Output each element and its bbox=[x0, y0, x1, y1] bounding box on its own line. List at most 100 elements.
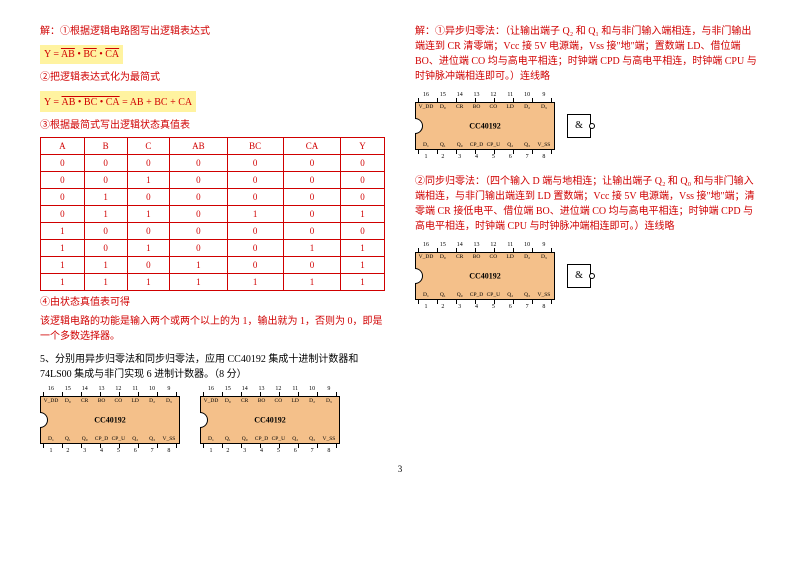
pin-label: CR bbox=[77, 398, 93, 404]
pin-num: 6 bbox=[502, 304, 518, 310]
sol-step4: ④由状态真值表可得 bbox=[40, 295, 385, 310]
table-cell: 1 bbox=[341, 206, 385, 223]
pin-label: V_DD bbox=[418, 254, 434, 260]
pin-label: Q₁ bbox=[220, 436, 236, 442]
pin-num: 2 bbox=[435, 154, 451, 160]
table-cell: 1 bbox=[127, 172, 170, 189]
pin-label: CP_D bbox=[469, 142, 485, 148]
pin-num: 8 bbox=[536, 154, 552, 160]
table-cell: 0 bbox=[341, 223, 385, 240]
pin-num: 2 bbox=[435, 304, 451, 310]
pin-num: 16 bbox=[418, 242, 434, 248]
table-cell: 0 bbox=[227, 155, 283, 172]
question-5: 5、分别用异步归零法和同步归零法，应用 CC40192 集成十进制计数器和 74… bbox=[40, 352, 385, 382]
pin-label: Q₂ bbox=[287, 436, 303, 442]
table-cell: 1 bbox=[227, 274, 283, 291]
table-cell: 1 bbox=[84, 257, 127, 274]
pin-label: BO bbox=[94, 398, 110, 404]
chip-cc40192: 161514131211109CC40192V_DDD₀CRBOCOLDD₂D₃… bbox=[415, 242, 555, 310]
table-cell: 0 bbox=[227, 189, 283, 206]
pin-label: V_SS bbox=[321, 436, 337, 442]
table-cell: 1 bbox=[170, 257, 227, 274]
table-cell: 0 bbox=[170, 206, 227, 223]
table-cell: 1 bbox=[283, 274, 340, 291]
pin-label: D₂ bbox=[519, 254, 535, 260]
pin-num: 1 bbox=[203, 448, 219, 454]
pin-label: D₀ bbox=[435, 104, 451, 110]
table-cell: 1 bbox=[41, 257, 85, 274]
table-cell: 0 bbox=[283, 189, 340, 206]
table-cell: 0 bbox=[127, 189, 170, 206]
pin-label: D₂ bbox=[304, 398, 320, 404]
table-cell: 1 bbox=[341, 274, 385, 291]
pin-label: CP_D bbox=[254, 436, 270, 442]
pin-num: 6 bbox=[502, 154, 518, 160]
pin-num: 6 bbox=[127, 448, 143, 454]
pin-num: 13 bbox=[469, 242, 485, 248]
chip-name-label: CC40192 bbox=[254, 416, 286, 425]
table-cell: 0 bbox=[227, 172, 283, 189]
pin-num: 13 bbox=[254, 386, 270, 392]
pin-num: 3 bbox=[77, 448, 93, 454]
pin-label: LD bbox=[287, 398, 303, 404]
table-cell: 0 bbox=[283, 155, 340, 172]
left-column: 解：①根据逻辑电路图写出逻辑表达式 Y = AB • BC • CA ②把逻辑表… bbox=[40, 20, 385, 454]
table-cell: 0 bbox=[84, 172, 127, 189]
pin-label: Q₀ bbox=[452, 142, 468, 148]
pin-label: LD bbox=[127, 398, 143, 404]
table-cell: 1 bbox=[127, 274, 170, 291]
pin-num: 8 bbox=[536, 304, 552, 310]
pin-num: 13 bbox=[94, 386, 110, 392]
right-column: 解：①异步归零法：（让输出端子 Q₂ 和 Q₁ 和与非门输入端相连，与非门输出端… bbox=[415, 20, 760, 454]
pin-label: V_DD bbox=[203, 398, 219, 404]
pin-num: 14 bbox=[452, 92, 468, 98]
pin-num: 6 bbox=[287, 448, 303, 454]
pin-label: CP_D bbox=[469, 292, 485, 298]
pin-num: 14 bbox=[77, 386, 93, 392]
table-cell: 1 bbox=[341, 240, 385, 257]
table-header-cell: CA bbox=[283, 138, 340, 155]
pin-label: V_SS bbox=[536, 142, 552, 148]
pin-num: 3 bbox=[237, 448, 253, 454]
pin-label: Q₁ bbox=[435, 142, 451, 148]
pin-label: CO bbox=[110, 398, 126, 404]
table-row: 0010000 bbox=[41, 172, 385, 189]
pin-num: 11 bbox=[502, 242, 518, 248]
table-cell: 0 bbox=[170, 223, 227, 240]
chip-with-gate-1: 161514131211109CC40192V_DDD₀CRBOCOLDD₂D₃… bbox=[415, 92, 760, 160]
table-cell: 0 bbox=[341, 189, 385, 206]
pin-label: Q₃ bbox=[144, 436, 160, 442]
table-cell: 0 bbox=[127, 257, 170, 274]
table-cell: 0 bbox=[283, 257, 340, 274]
chip-with-gate-2: 161514131211109CC40192V_DDD₀CRBOCOLDD₂D₃… bbox=[415, 242, 760, 310]
pin-label: D₁ bbox=[203, 436, 219, 442]
table-cell: 1 bbox=[84, 206, 127, 223]
pin-num: 4 bbox=[94, 448, 110, 454]
pin-label: D₂ bbox=[519, 104, 535, 110]
table-cell: 0 bbox=[41, 172, 85, 189]
pin-label: BO bbox=[254, 398, 270, 404]
pin-label: D₁ bbox=[43, 436, 59, 442]
sol-step3: ③根据最简式写出逻辑状态真值表 bbox=[40, 118, 385, 133]
pin-label: BO bbox=[469, 254, 485, 260]
pin-label: D₀ bbox=[220, 398, 236, 404]
pin-label: D₁ bbox=[418, 142, 434, 148]
table-header-cell: A bbox=[41, 138, 85, 155]
pin-label: CR bbox=[452, 104, 468, 110]
pin-num: 9 bbox=[536, 242, 552, 248]
pin-label: Q₃ bbox=[304, 436, 320, 442]
sol-step2: ②把逻辑表达式化为最简式 bbox=[40, 70, 385, 85]
pin-label: Q₂ bbox=[502, 142, 518, 148]
pin-num: 8 bbox=[321, 448, 337, 454]
table-cell: 0 bbox=[283, 223, 340, 240]
table-cell: 0 bbox=[227, 240, 283, 257]
page-number: 3 bbox=[40, 464, 760, 474]
pin-num: 16 bbox=[43, 386, 59, 392]
formula2-row: Y = AB • BC • CA = AB + BC + CA bbox=[40, 89, 385, 114]
pin-num: 5 bbox=[270, 448, 286, 454]
pin-num: 3 bbox=[452, 154, 468, 160]
table-row: 1111111 bbox=[41, 274, 385, 291]
pin-label: V_SS bbox=[536, 292, 552, 298]
table-cell: 1 bbox=[127, 206, 170, 223]
chip-cc40192: 161514131211109CC40192V_DDD₀CRBOCOLDD₂D₃… bbox=[40, 386, 180, 454]
